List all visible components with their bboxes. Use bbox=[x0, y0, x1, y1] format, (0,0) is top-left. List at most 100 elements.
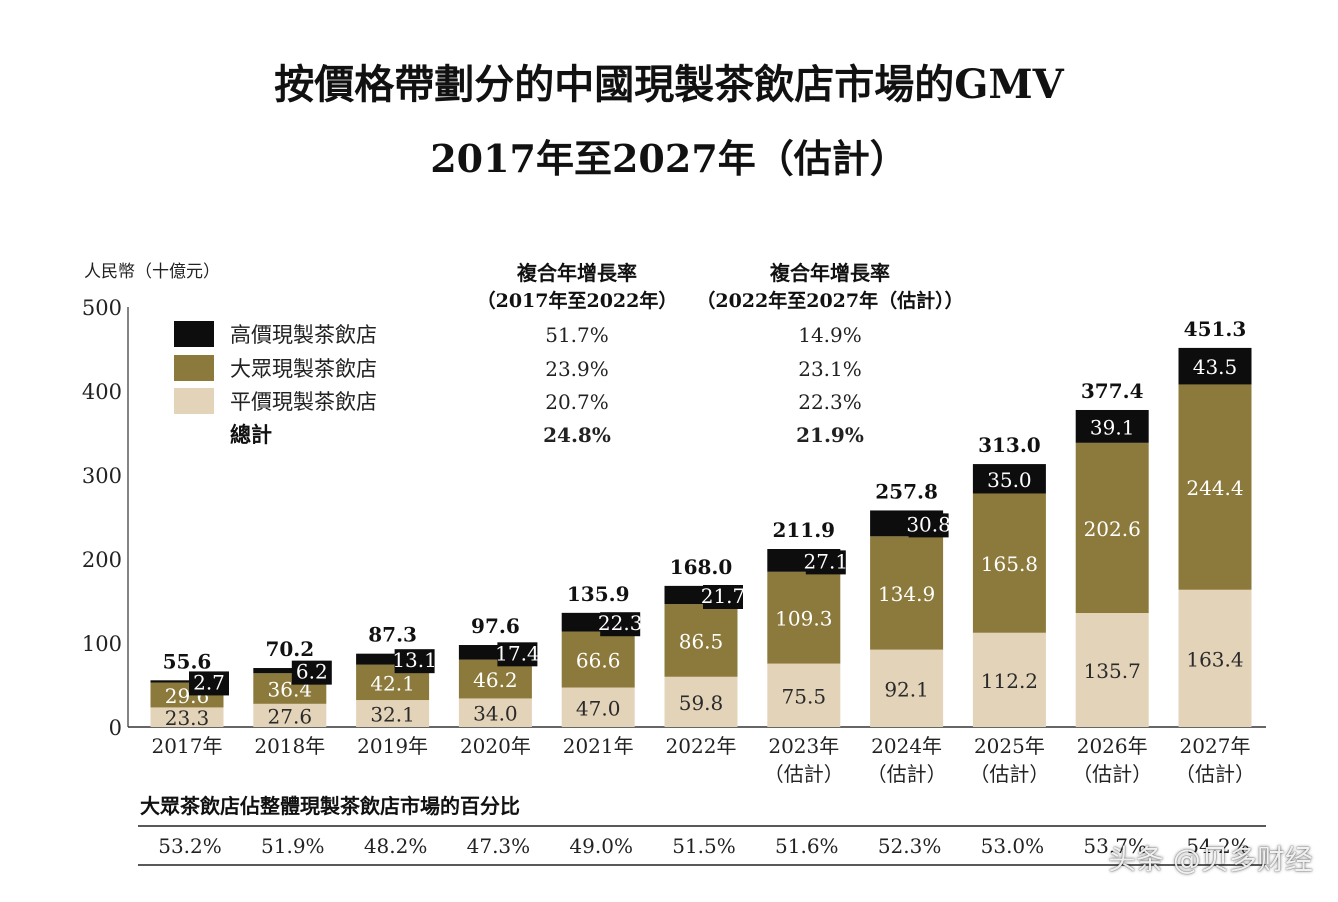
total-label: 135.9 bbox=[567, 582, 630, 606]
x-tick-label: （估計） bbox=[969, 762, 1049, 786]
data-label-box bbox=[189, 671, 229, 696]
x-tick-label: 2024年 bbox=[871, 734, 942, 758]
x-tick-label: （估計） bbox=[867, 762, 947, 786]
bar-segment bbox=[561, 631, 635, 688]
bar-segment bbox=[356, 653, 430, 665]
data-label: 27.1 bbox=[804, 549, 849, 573]
y-tick-label: 400 bbox=[82, 380, 122, 404]
legend-swatch bbox=[174, 355, 214, 381]
x-tick-label: （估計） bbox=[1175, 762, 1255, 786]
legend-swatch bbox=[174, 388, 214, 414]
bar-segment bbox=[253, 703, 327, 727]
cagr-value: 14.9% bbox=[798, 323, 862, 347]
data-label: 34.0 bbox=[473, 702, 518, 726]
data-label: 92.1 bbox=[884, 677, 929, 701]
total-label: 55.6 bbox=[163, 649, 212, 673]
share-value: 53.0% bbox=[981, 834, 1045, 858]
share-value: 54.2% bbox=[1186, 834, 1250, 858]
cagr-value: 22.3% bbox=[798, 390, 862, 414]
x-tick-label: 2026年 bbox=[1077, 734, 1148, 758]
data-label: 6.2 bbox=[296, 660, 328, 684]
data-label: 165.8 bbox=[981, 552, 1038, 576]
share-value: 53.7% bbox=[1083, 834, 1147, 858]
data-label: 46.2 bbox=[473, 668, 518, 692]
share-value: 51.9% bbox=[261, 834, 325, 858]
data-label: 21.7 bbox=[701, 584, 746, 608]
data-label-box bbox=[497, 642, 538, 667]
cagr-period: （2022年至2027年（估計）） bbox=[696, 289, 963, 312]
bar-segment bbox=[150, 680, 224, 683]
data-label-box bbox=[805, 550, 846, 575]
bar-segment bbox=[1075, 613, 1149, 727]
share-value: 52.3% bbox=[878, 834, 942, 858]
data-label: 2.7 bbox=[193, 670, 225, 694]
bar-segment bbox=[870, 649, 944, 727]
total-label: 451.3 bbox=[1184, 317, 1247, 341]
data-label-box bbox=[291, 660, 332, 685]
bar-segment bbox=[767, 663, 841, 727]
total-label: 168.0 bbox=[670, 555, 733, 579]
data-label: 17.4 bbox=[495, 641, 540, 665]
legend-swatch bbox=[174, 321, 214, 347]
y-tick-label: 200 bbox=[82, 548, 122, 572]
data-label: 35.0 bbox=[987, 468, 1032, 492]
bar-segment bbox=[1178, 347, 1252, 385]
total-label: 377.4 bbox=[1081, 379, 1144, 403]
data-label-box bbox=[394, 649, 435, 674]
x-tick-label: 2019年 bbox=[357, 734, 428, 758]
x-tick-label: 2022年 bbox=[666, 734, 737, 758]
bar-segment bbox=[972, 464, 1046, 494]
total-label: 257.8 bbox=[875, 479, 938, 503]
data-label: 23.3 bbox=[165, 706, 210, 730]
y-tick-label: 500 bbox=[82, 296, 122, 320]
x-tick-label: 2017年 bbox=[152, 734, 223, 758]
total-label: 87.3 bbox=[368, 623, 417, 647]
share-value: 51.6% bbox=[775, 834, 839, 858]
share-value: 48.2% bbox=[364, 834, 428, 858]
share-value: 51.5% bbox=[672, 834, 736, 858]
legend-label: 高價現製茶飲店 bbox=[230, 323, 377, 347]
legend-label: 平價現製茶飲店 bbox=[230, 390, 377, 414]
bar-segment bbox=[356, 700, 430, 727]
bar-segment bbox=[870, 536, 944, 650]
data-label-box bbox=[908, 513, 949, 538]
bar-segment bbox=[1178, 589, 1252, 727]
data-label: 134.9 bbox=[878, 582, 935, 606]
data-label: 22.3 bbox=[598, 611, 643, 635]
total-label: 70.2 bbox=[265, 637, 314, 661]
x-tick-label: 2025年 bbox=[974, 734, 1045, 758]
bar-segment bbox=[561, 687, 635, 727]
data-label: 30.8 bbox=[906, 512, 951, 536]
x-tick-label: （估計） bbox=[1072, 762, 1152, 786]
share-title: 大眾茶飲店佔整體現製茶飲店市場的百分比 bbox=[140, 794, 520, 818]
cagr-value: 23.9% bbox=[545, 357, 609, 381]
x-tick-label: （估計） bbox=[764, 762, 844, 786]
data-label: 32.1 bbox=[370, 703, 415, 727]
legend-total-label: 總計 bbox=[230, 422, 272, 447]
data-label: 75.5 bbox=[782, 684, 827, 708]
x-tick-label: 2027年 bbox=[1180, 734, 1251, 758]
bar-segment bbox=[1075, 442, 1149, 614]
share-value: 47.3% bbox=[467, 834, 531, 858]
total-label: 97.6 bbox=[471, 614, 520, 638]
cagr-period: （2017年至2022年） bbox=[477, 289, 678, 312]
data-label: 86.5 bbox=[679, 629, 724, 653]
y-axis-label: 人民幣（十億元） bbox=[84, 262, 220, 282]
watermark: 头条 @贝多财经 bbox=[1108, 843, 1313, 876]
data-label-box bbox=[600, 612, 641, 637]
y-tick-label: 0 bbox=[109, 716, 122, 740]
bar-segment bbox=[972, 632, 1046, 727]
data-label: 202.6 bbox=[1084, 517, 1141, 541]
data-label: 27.6 bbox=[268, 704, 313, 728]
cagr-value: 51.7% bbox=[545, 323, 609, 347]
data-label: 43.5 bbox=[1193, 355, 1238, 379]
x-tick-label: 2020年 bbox=[460, 734, 531, 758]
share-value: 49.0% bbox=[569, 834, 633, 858]
bar-segment bbox=[458, 698, 532, 727]
bar-segment bbox=[150, 707, 224, 727]
data-label: 163.4 bbox=[1186, 647, 1243, 671]
x-tick-label: 2021年 bbox=[563, 734, 634, 758]
data-label: 42.1 bbox=[370, 671, 415, 695]
chart-title: 按價格帶劃分的中國現製茶飲店市場的GMV bbox=[274, 61, 1064, 108]
